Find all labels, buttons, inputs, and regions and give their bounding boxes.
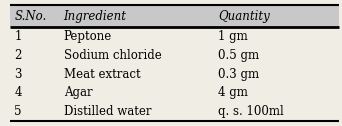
Text: 3: 3	[14, 68, 22, 81]
Text: Sodium chloride: Sodium chloride	[64, 49, 161, 62]
Text: 2: 2	[14, 49, 22, 62]
Text: Quantity: Quantity	[218, 10, 270, 23]
Text: 0.5 gm: 0.5 gm	[218, 49, 259, 62]
Bar	[10, 5, 339, 27]
Text: Peptone: Peptone	[64, 30, 112, 43]
Bar	[10, 46, 339, 65]
Text: Distilled water: Distilled water	[64, 105, 151, 118]
Text: Meat extract: Meat extract	[64, 68, 140, 81]
Bar	[10, 65, 339, 84]
Text: 5: 5	[14, 105, 22, 118]
Text: 4 gm: 4 gm	[218, 86, 248, 99]
Text: 0.3 gm: 0.3 gm	[218, 68, 259, 81]
Text: Ingredient: Ingredient	[64, 10, 127, 23]
Text: q. s. 100ml: q. s. 100ml	[218, 105, 284, 118]
Bar	[10, 84, 339, 102]
Text: Agar: Agar	[64, 86, 92, 99]
Text: 4: 4	[14, 86, 22, 99]
Text: S.No.: S.No.	[14, 10, 47, 23]
Text: 1 gm: 1 gm	[218, 30, 248, 43]
Text: 1: 1	[14, 30, 22, 43]
Bar	[10, 27, 339, 46]
Bar	[10, 102, 339, 121]
